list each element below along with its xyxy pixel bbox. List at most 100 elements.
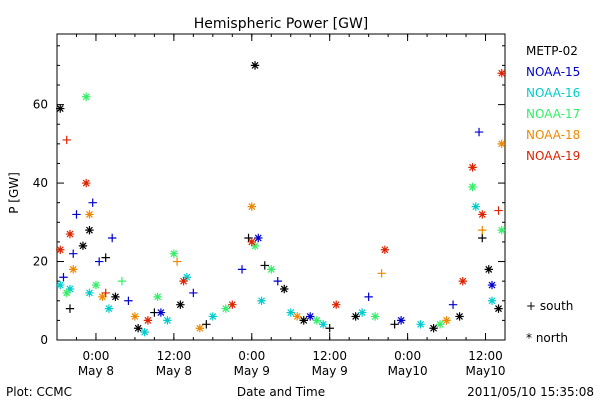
x-tick-date-label: May 9 [234,364,270,378]
metp-02-south-point [65,304,75,313]
plot-area-frame [56,33,506,341]
metp-02-south-point [390,320,399,329]
y-tick-label: 0 [40,333,48,347]
noaa-19-north-point [228,300,237,309]
south-marker-legend: + south [526,299,573,313]
noaa-18-north-point [293,312,302,321]
noaa-17-north-point [497,225,506,235]
metp-02-north-point [56,104,65,113]
noaa-16-north-point [56,280,65,290]
noaa-19-north-point [179,276,188,286]
metp-02-north-point [111,292,120,302]
x-tick-time-label: 12:00 [312,349,347,363]
noaa-15-south-point [88,198,97,207]
metp-02-north-point [176,300,185,309]
noaa-17-north-point [82,92,91,101]
noaa-15-north-point [306,312,315,321]
legend-entry-noaa-17: NOAA-17 [526,107,580,121]
legend-entry-metp-02: METP-02 [526,44,578,58]
legend-entry-noaa-16: NOAA-16 [526,86,580,100]
metp-02-north-point [351,312,360,321]
noaa-15-south-point [448,300,458,309]
noaa-18-north-point [195,324,205,333]
noaa-17-north-point [468,182,477,192]
metp-02-north-point [494,304,503,313]
noaa-17-north-point [267,265,276,274]
legend-entry-noaa-15: NOAA-15 [526,65,580,79]
noaa-17-north-point [221,304,231,313]
metp-02-north-point [133,324,143,333]
x-tick-date-label: May10 [465,364,505,378]
noaa-18-south-point [478,225,487,235]
noaa-16-north-point [140,327,149,337]
x-tick-time-label: 12:00 [157,349,192,363]
metp-02-south-point [101,253,110,262]
noaa-16-north-point [182,273,192,282]
noaa-16-north-point [416,320,425,329]
noaa-15-south-point [124,296,133,305]
noaa-17-north-point [169,249,179,258]
north-marker-legend: * north [526,331,568,345]
noaa-16-north-point [286,308,295,317]
metp-02-north-point [299,316,308,325]
noaa-17-north-point [153,292,162,302]
x-tick-time-label: 0:00 [238,349,265,363]
noaa-15-south-point [72,210,81,219]
noaa-15-south-point [107,233,117,243]
x-tick-date-label: May 9 [312,364,348,378]
noaa-18-south-point [172,257,182,266]
noaa-16-north-point [471,202,480,211]
y-tick-label: 60 [33,98,48,112]
noaa-19-north-point [380,245,390,254]
noaa-15-north-point [156,308,166,317]
noaa-15-south-point [273,276,282,286]
noaa-15-north-point [396,316,406,325]
noaa-15-south-point [237,265,247,274]
x-tick-time-label: 0:00 [82,349,109,363]
metp-02-north-point [484,265,493,274]
noaa-18-north-point [442,316,451,325]
noaa-18-south-point [377,269,386,278]
noaa-19-north-point [247,237,256,247]
noaa-19-north-point [82,178,91,188]
x-tick-date-label: May 8 [156,364,192,378]
noaa-19-north-point [331,300,341,309]
x-tick-time-label: 12:00 [468,349,503,363]
noaa-19-south-point [494,206,503,215]
noaa-15-south-point [189,288,198,298]
noaa-17-north-point [250,241,260,251]
y-tick-label: 20 [33,255,48,269]
noaa-17-north-point [435,320,445,329]
metp-02-north-point [429,324,438,333]
noaa-16-north-point [85,288,94,298]
noaa-16-north-point [487,296,497,305]
noaa-18-north-point [247,202,256,211]
metp-02-north-point [78,241,88,251]
noaa-17-north-point [370,312,380,321]
metp-02-north-point [455,312,464,321]
noaa-19-north-point [143,316,153,325]
footer-timestamp: 2011/05/10 15:35:08 [467,385,594,399]
metp-02-south-point [325,324,334,333]
metp-02-north-point [85,225,94,235]
noaa-17-north-point [312,316,321,325]
chart-title: Hemispheric Power [GW] [194,16,369,32]
noaa-18-north-point [497,139,506,149]
noaa-18-north-point [69,265,78,274]
metp-02-north-point [280,284,289,294]
noaa-19-south-point [101,288,110,298]
noaa-19-north-point [497,69,506,78]
x-tick-time-label: 0:00 [394,349,421,363]
noaa-15-south-point [364,292,373,302]
noaa-15-north-point [487,280,497,290]
noaa-15-north-point [254,233,263,243]
noaa-18-north-point [98,292,107,302]
noaa-15-south-point [474,127,484,137]
noaa-16-north-point [163,316,172,325]
noaa-18-north-point [130,312,140,321]
noaa-16-north-point [357,308,367,317]
noaa-16-north-point [65,284,75,294]
noaa-17-north-point [62,288,71,298]
metp-02-south-point [202,320,211,329]
